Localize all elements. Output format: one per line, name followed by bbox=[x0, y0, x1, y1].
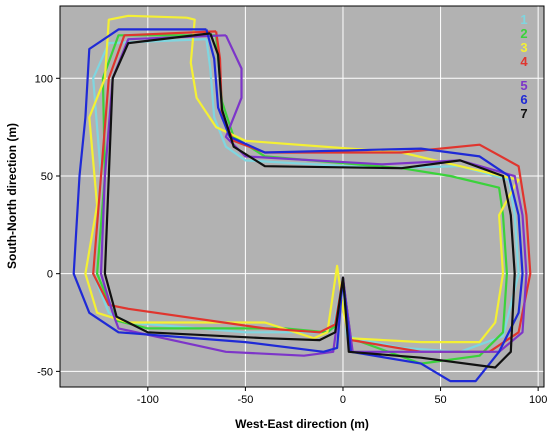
legend-entry-2: 2 bbox=[520, 26, 527, 41]
x-tick-label: 50 bbox=[434, 394, 446, 406]
y-axis-ticks: -50 0 50 100 bbox=[35, 73, 60, 378]
legend-entry-7: 7 bbox=[520, 106, 527, 121]
plot-frame bbox=[59, 5, 545, 388]
series-lines bbox=[72, 14, 532, 383]
legend-entry-3: 3 bbox=[520, 40, 527, 55]
x-tick-label: -50 bbox=[237, 394, 253, 406]
y-tick-label: 100 bbox=[35, 73, 53, 85]
x-axis-ticks: -100 -50 0 50 100 bbox=[137, 387, 547, 406]
series-line-3 bbox=[84, 14, 520, 344]
y-tick-label: 0 bbox=[47, 269, 53, 281]
legend-entry-4: 4 bbox=[520, 54, 528, 69]
x-tick-label: 100 bbox=[529, 394, 547, 406]
y-axis-label: South-North direction (m) bbox=[5, 123, 19, 269]
y-tick-label: -50 bbox=[37, 366, 53, 378]
grid-lines bbox=[60, 6, 544, 387]
x-tick-label: 0 bbox=[340, 394, 346, 406]
series-line-7 bbox=[103, 32, 516, 369]
x-axis-label: West-East direction (m) bbox=[235, 417, 369, 431]
legend-entry-5: 5 bbox=[520, 78, 527, 93]
y-tick-label: 50 bbox=[41, 171, 53, 183]
legend-entry-1: 1 bbox=[520, 12, 527, 27]
series-line-6 bbox=[72, 28, 524, 383]
x-tick-label: -100 bbox=[137, 394, 159, 406]
legend-entry-6: 6 bbox=[520, 92, 527, 107]
series-line-5 bbox=[99, 34, 528, 357]
